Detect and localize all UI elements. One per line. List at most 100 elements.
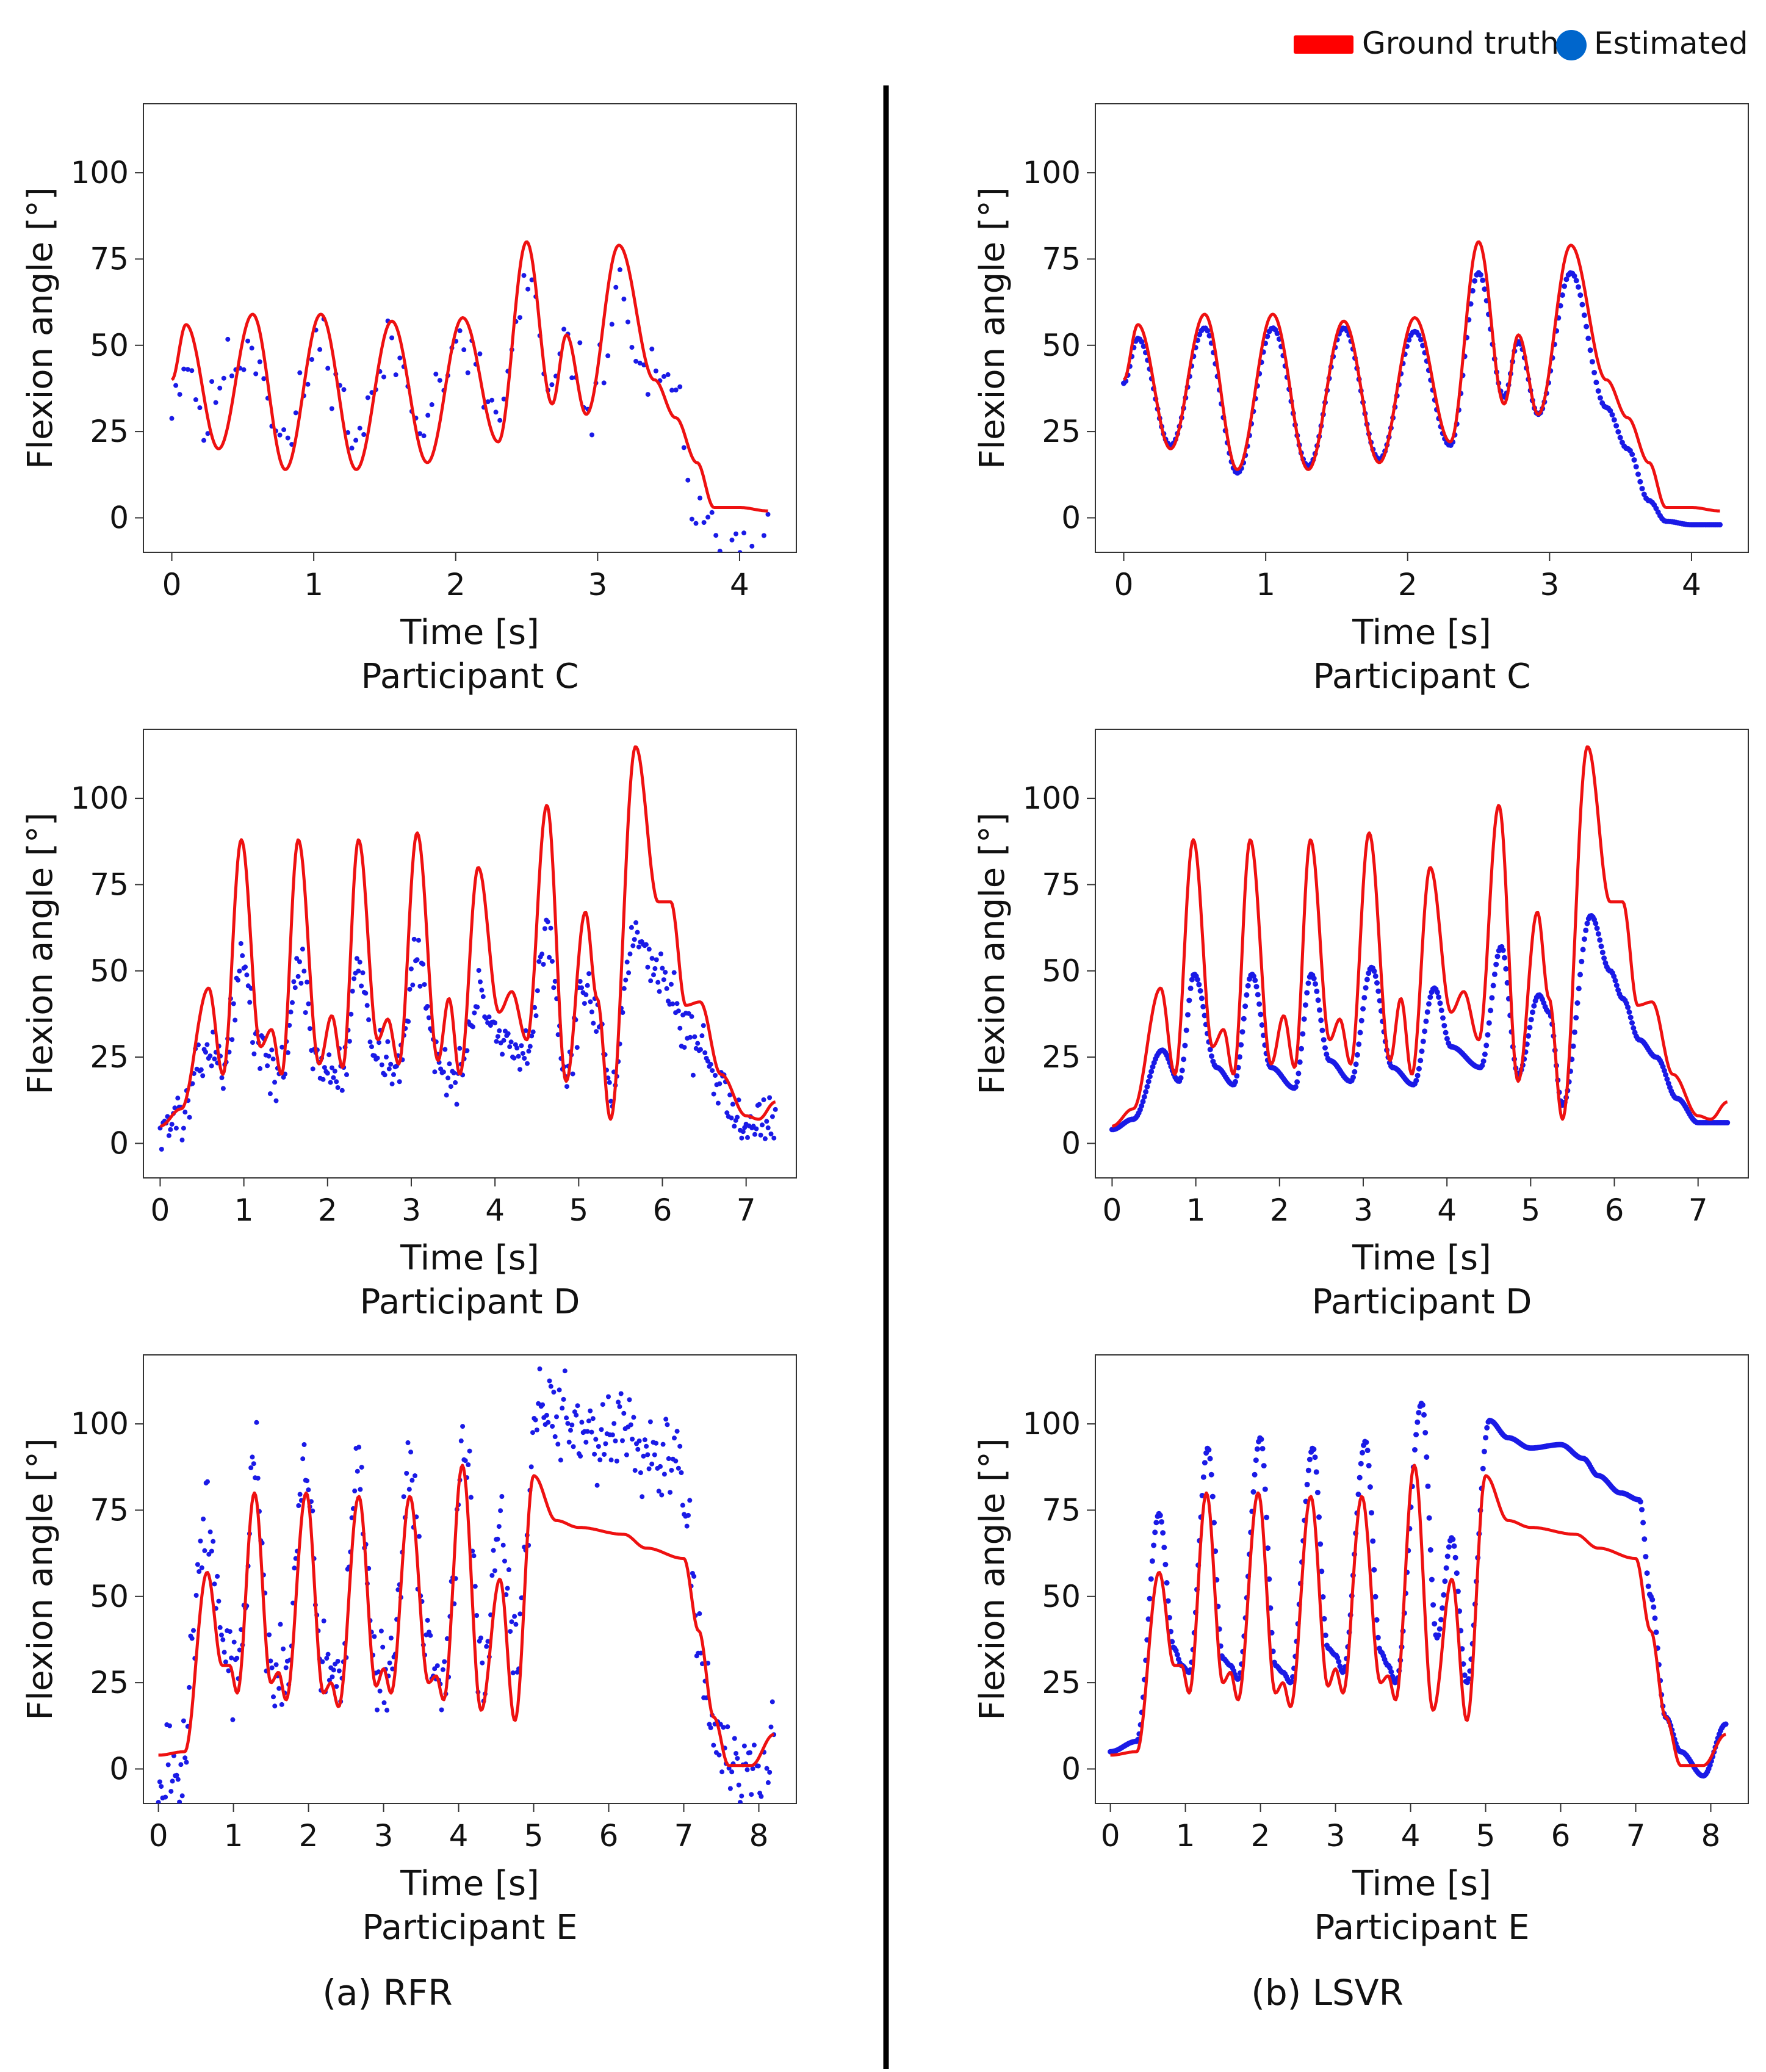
estimated-point [375, 1055, 380, 1061]
estimated-point [442, 1047, 448, 1052]
estimated-point [727, 1092, 733, 1098]
estimated-point [721, 572, 726, 577]
x-tick-label: 1 [224, 1818, 243, 1854]
x-tick-label: 0 [1101, 1818, 1120, 1854]
estimated-point [253, 371, 259, 377]
estimated-point [1370, 1538, 1376, 1544]
estimated-point [502, 1558, 507, 1564]
estimated-point [768, 1724, 774, 1730]
estimated-point [207, 1053, 213, 1059]
estimated-point [237, 969, 242, 974]
estimated-point [409, 1478, 415, 1483]
estimated-point [307, 1026, 312, 1031]
estimated-point [1562, 283, 1568, 289]
x-tick-label: 0 [1103, 1193, 1122, 1228]
estimated-point [1418, 1058, 1424, 1064]
estimated-point [203, 1050, 208, 1055]
estimated-point [1208, 1471, 1214, 1478]
estimated-point [1652, 1615, 1658, 1621]
estimated-point [1374, 980, 1380, 986]
estimated-point [698, 1650, 704, 1656]
estimated-point [325, 1070, 330, 1076]
estimated-point [1420, 1038, 1426, 1044]
estimated-point [1311, 975, 1317, 981]
estimated-point [465, 370, 470, 375]
estimated-point [265, 1063, 270, 1069]
estimated-point [1441, 1023, 1447, 1028]
estimated-point [744, 1767, 750, 1772]
x-tick-label: 1 [1186, 1193, 1206, 1228]
estimated-point [1354, 1052, 1360, 1058]
estimated-point [511, 1055, 517, 1061]
estimated-point [331, 1075, 336, 1080]
estimated-point [648, 978, 654, 984]
estimated-point [406, 1487, 412, 1492]
estimated-point [512, 1614, 517, 1619]
estimated-point [422, 982, 427, 987]
estimated-point [1144, 1084, 1150, 1090]
estimated-point [539, 951, 545, 957]
estimated-point [669, 388, 675, 393]
estimated-point [287, 1023, 292, 1028]
estimated-point [355, 1468, 360, 1474]
estimated-point [379, 1062, 384, 1067]
estimated-point [740, 1129, 746, 1135]
estimated-point [306, 1001, 311, 1006]
estimated-point [1140, 1099, 1146, 1105]
estimated-point [406, 1019, 411, 1024]
estimated-point [589, 1429, 594, 1435]
estimated-point [635, 1446, 641, 1452]
estimated-point [496, 1524, 502, 1529]
estimated-point [1612, 978, 1618, 984]
y-tick-label: 0 [1061, 1125, 1081, 1161]
estimated-point [1442, 1578, 1448, 1584]
estimated-point [1639, 1507, 1645, 1513]
estimated-point [1485, 1032, 1491, 1038]
estimated-point [195, 1562, 200, 1567]
estimated-point [1425, 1483, 1431, 1489]
estimated-point [205, 431, 211, 436]
estimated-point [1481, 1448, 1487, 1454]
estimated-point [187, 1684, 192, 1690]
estimated-point [1651, 1604, 1657, 1610]
estimated-point [1197, 988, 1203, 994]
estimated-point [328, 1080, 333, 1085]
estimated-point [1311, 1446, 1317, 1453]
estimated-point [258, 1066, 263, 1071]
estimated-point [200, 1073, 206, 1078]
estimated-point [641, 1453, 646, 1459]
estimated-point [267, 1632, 272, 1637]
estimated-point [616, 1399, 621, 1405]
estimated-point [182, 1755, 188, 1761]
estimated-point [305, 980, 310, 985]
estimated-point [157, 1779, 162, 1785]
y-tick-label: 50 [90, 1579, 129, 1614]
estimated-point [179, 1137, 185, 1142]
estimated-point [769, 1699, 775, 1705]
estimated-point [206, 1551, 212, 1557]
x-tick-label: 3 [1353, 1193, 1373, 1228]
estimated-point [545, 919, 550, 925]
estimated-point [1375, 988, 1382, 994]
estimated-point [1262, 1486, 1268, 1492]
estimated-point [209, 379, 215, 384]
legend-estimated-label: Estimated [1594, 26, 1748, 61]
estimated-point [391, 1072, 396, 1077]
estimated-point [251, 1051, 257, 1056]
estimated-point [298, 981, 304, 986]
estimated-point [1164, 1580, 1170, 1586]
estimated-point [1416, 1066, 1422, 1072]
estimated-point [701, 1023, 706, 1028]
estimated-point [1314, 988, 1320, 994]
x-tick-label: 5 [524, 1818, 544, 1854]
estimated-point [492, 1020, 498, 1025]
estimated-point [231, 1001, 236, 1006]
estimated-point [1165, 1598, 1171, 1604]
estimated-point [1477, 272, 1483, 278]
y-tick-label: 50 [1042, 1579, 1081, 1614]
estimated-point [187, 1114, 192, 1120]
estimated-point [408, 966, 414, 972]
estimated-point [1363, 985, 1369, 991]
estimated-point [1253, 984, 1260, 990]
estimated-point [408, 1449, 414, 1455]
